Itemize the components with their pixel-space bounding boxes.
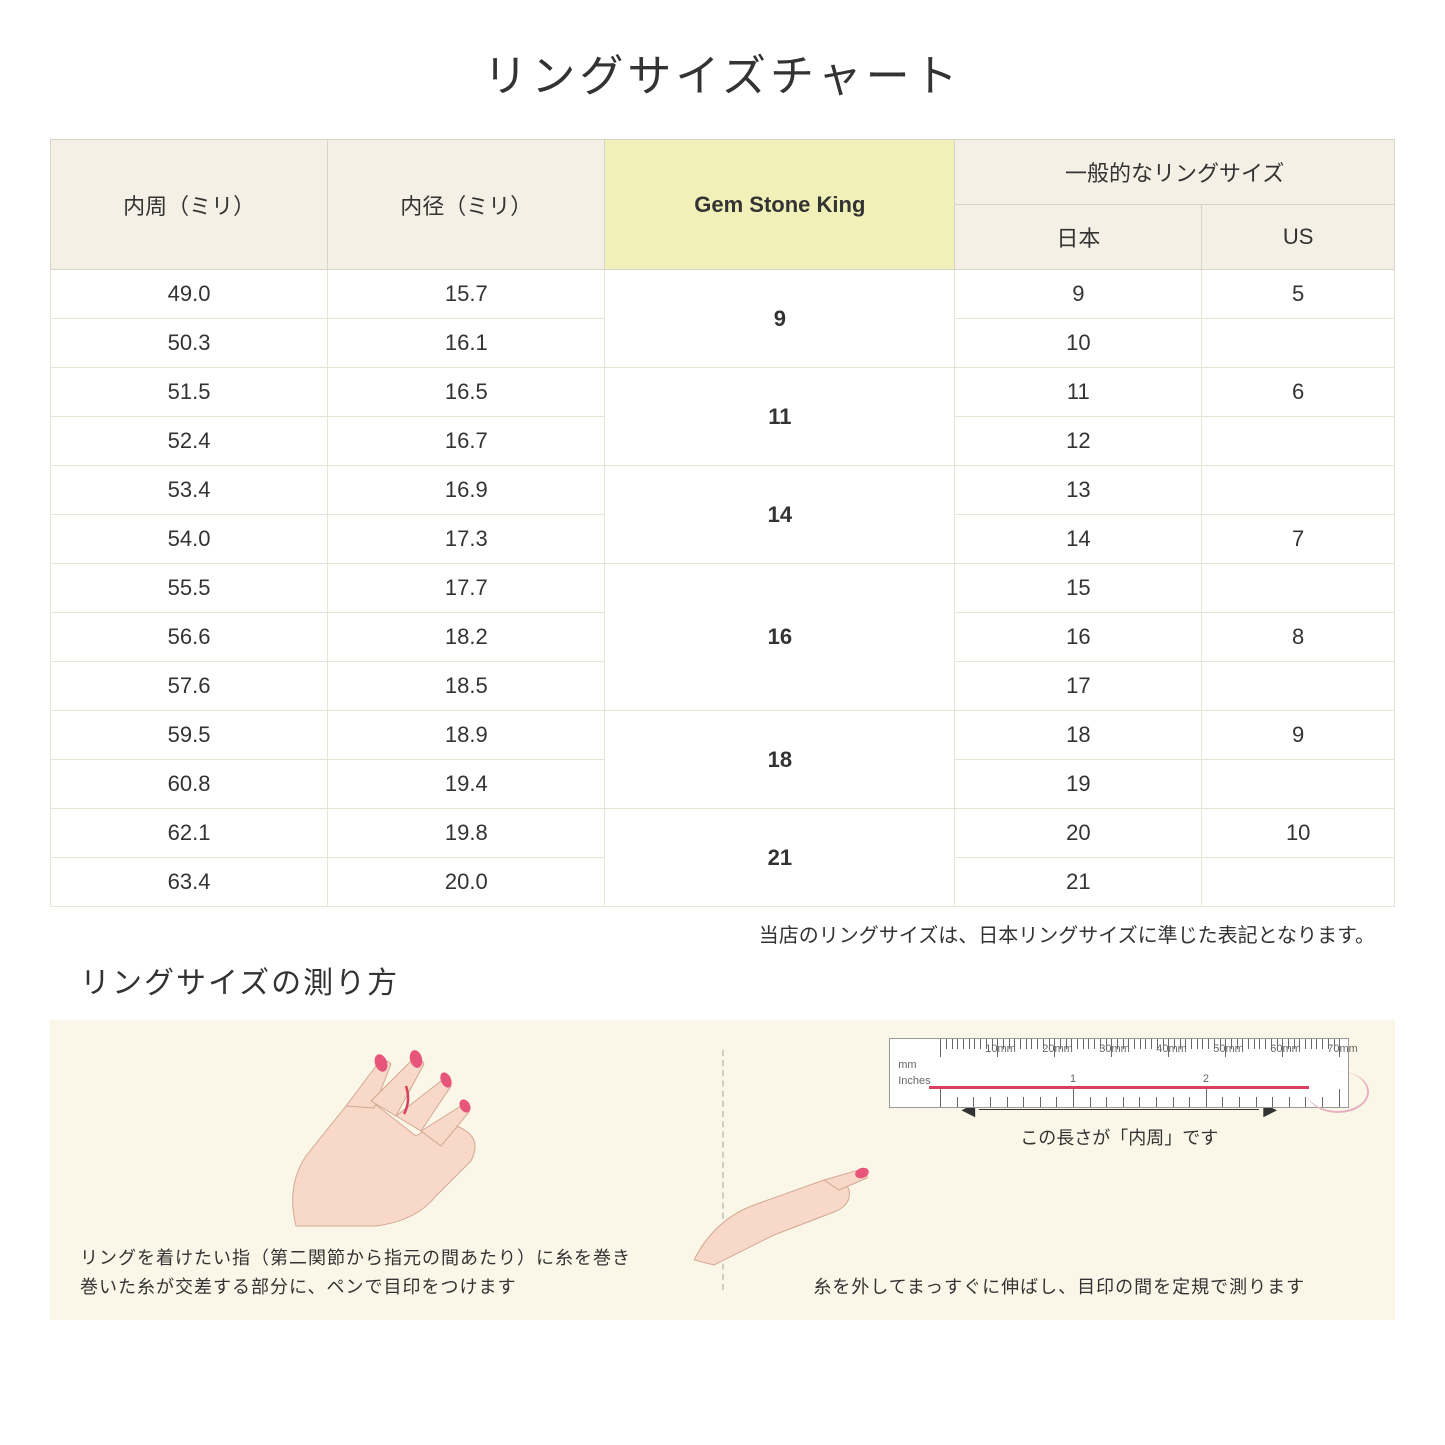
cell-gsk: 16 (605, 564, 955, 711)
cell-circumference: 53.4 (51, 466, 328, 515)
col-gsk: Gem Stone King (605, 140, 955, 270)
note-text: 当店のリングサイズは、日本リングサイズに準じた表記となります。 (50, 919, 1395, 948)
cell-circumference: 49.0 (51, 270, 328, 319)
cell-us (1202, 662, 1395, 711)
cell-japan: 12 (955, 417, 1202, 466)
thread-line (929, 1086, 1309, 1089)
cell-japan: 17 (955, 662, 1202, 711)
cell-diameter: 19.4 (328, 760, 605, 809)
hand-illustration-2 (694, 1130, 874, 1270)
size-chart-table: 内周（ミリ） 内径（ミリ） Gem Stone King 一般的なリングサイズ … (50, 139, 1395, 907)
cell-circumference: 54.0 (51, 515, 328, 564)
cell-japan: 21 (955, 858, 1202, 907)
cell-circumference: 56.6 (51, 613, 328, 662)
cell-japan: 19 (955, 760, 1202, 809)
cell-us (1202, 319, 1395, 368)
cell-japan: 10 (955, 319, 1202, 368)
cell-japan: 9 (955, 270, 1202, 319)
ruler-illustration: 10mm20mm30mm40mm50mm60mm70mm12 mm Inches (889, 1038, 1349, 1108)
cell-diameter: 17.3 (328, 515, 605, 564)
cell-us (1202, 760, 1395, 809)
cell-japan: 15 (955, 564, 1202, 613)
cell-diameter: 17.7 (328, 564, 605, 613)
col-diameter: 内径（ミリ） (328, 140, 605, 270)
cell-japan: 20 (955, 809, 1202, 858)
table-row: 59.518.918189 (51, 711, 1395, 760)
cell-diameter: 18.9 (328, 711, 605, 760)
table-row: 51.516.511116 (51, 368, 1395, 417)
cell-circumference: 62.1 (51, 809, 328, 858)
cell-diameter: 16.1 (328, 319, 605, 368)
cell-diameter: 16.5 (328, 368, 605, 417)
ruler-inches-label: Inches (898, 1075, 930, 1087)
cell-japan: 13 (955, 466, 1202, 515)
panel-2: 10mm20mm30mm40mm50mm60mm70mm12 mm Inches… (724, 1020, 1396, 1320)
cell-diameter: 16.9 (328, 466, 605, 515)
cell-diameter: 19.8 (328, 809, 605, 858)
cell-japan: 16 (955, 613, 1202, 662)
table-row: 55.517.71615 (51, 564, 1395, 613)
cell-us: 7 (1202, 515, 1395, 564)
cell-japan: 18 (955, 711, 1202, 760)
col-circumference: 内周（ミリ） (51, 140, 328, 270)
cell-circumference: 55.5 (51, 564, 328, 613)
cell-diameter: 18.2 (328, 613, 605, 662)
cell-circumference: 60.8 (51, 760, 328, 809)
cell-circumference: 57.6 (51, 662, 328, 711)
cell-diameter: 18.5 (328, 662, 605, 711)
cell-diameter: 15.7 (328, 270, 605, 319)
cell-us (1202, 564, 1395, 613)
cell-diameter: 20.0 (328, 858, 605, 907)
panel1-text: リングを着けたい指（第二関節から指元の間あたり）に糸を巻き巻いた糸が交差する部分… (80, 1244, 692, 1302)
col-japan: 日本 (955, 205, 1202, 270)
col-general: 一般的なリングサイズ (955, 140, 1395, 205)
table-row: 62.119.8212010 (51, 809, 1395, 858)
cell-gsk: 14 (605, 466, 955, 564)
instructions-panel: リングを着けたい指（第二関節から指元の間あたり）に糸を巻き巻いた糸が交差する部分… (50, 1020, 1395, 1320)
cell-gsk: 18 (605, 711, 955, 809)
cell-circumference: 63.4 (51, 858, 328, 907)
howto-title: リングサイズの測り方 (80, 958, 1395, 1002)
cell-diameter: 16.7 (328, 417, 605, 466)
cell-us (1202, 858, 1395, 907)
table-row: 53.416.91413 (51, 466, 1395, 515)
hand-illustration-1 (256, 1046, 516, 1236)
cell-us: 6 (1202, 368, 1395, 417)
cell-us: 8 (1202, 613, 1395, 662)
cell-gsk: 11 (605, 368, 955, 466)
cell-gsk: 21 (605, 809, 955, 907)
panel-1: リングを着けたい指（第二関節から指元の間あたり）に糸を巻き巻いた糸が交差する部分… (50, 1020, 722, 1320)
cell-japan: 11 (955, 368, 1202, 417)
ruler-mm-label: mm (898, 1059, 916, 1071)
cell-gsk: 9 (605, 270, 955, 368)
panel2-text: 糸を外してまっすぐに伸ばし、目印の間を定規で測ります (754, 1273, 1366, 1302)
col-us: US (1202, 205, 1395, 270)
cell-us (1202, 466, 1395, 515)
cell-us: 5 (1202, 270, 1395, 319)
cell-circumference: 50.3 (51, 319, 328, 368)
cell-circumference: 59.5 (51, 711, 328, 760)
cell-circumference: 51.5 (51, 368, 328, 417)
cell-us: 10 (1202, 809, 1395, 858)
cell-japan: 14 (955, 515, 1202, 564)
page-title: リングサイズチャート (50, 40, 1395, 104)
panel2-label: この長さが「内周」です (1020, 1124, 1218, 1150)
cell-us (1202, 417, 1395, 466)
cell-us: 9 (1202, 711, 1395, 760)
cell-circumference: 52.4 (51, 417, 328, 466)
table-row: 49.015.7995 (51, 270, 1395, 319)
